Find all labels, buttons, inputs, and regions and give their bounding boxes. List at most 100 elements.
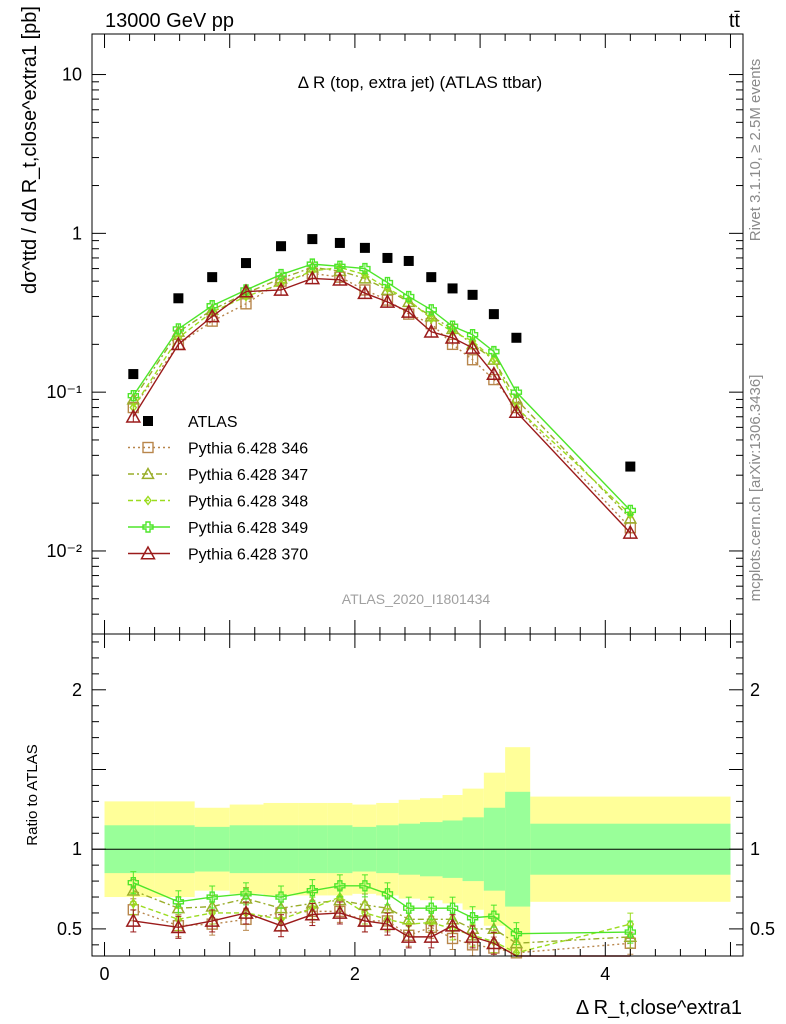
ratio-point	[240, 888, 252, 900]
ratio-point	[403, 902, 415, 914]
ratio-point	[336, 891, 344, 903]
series-point	[488, 345, 500, 358]
legend-marker	[140, 545, 156, 560]
ratio-point	[425, 902, 437, 914]
series-point	[332, 271, 348, 286]
atlas-point	[334, 237, 345, 248]
series-point	[486, 366, 502, 381]
ratio-tick-label: 0.5	[57, 919, 82, 939]
ratio-point	[381, 888, 394, 900]
rivet-label: Rivet 3.1.10, ≥ 2.5M events	[747, 59, 764, 242]
ratio-panel-frame	[91, 633, 744, 957]
ratio-point	[446, 902, 459, 914]
ratio-point	[359, 880, 371, 892]
y-tick-label: 10⁻²	[46, 541, 82, 561]
atlas-point	[173, 293, 184, 304]
legend-label: Pythia 6.428 349	[188, 520, 308, 537]
ratio-tick-label: 2	[72, 680, 82, 700]
ratio-point	[127, 876, 140, 889]
series-point	[381, 276, 394, 289]
legend-marker	[141, 466, 155, 480]
ratio-series-line	[133, 909, 631, 954]
series-point	[446, 320, 459, 332]
ratio-point	[464, 928, 481, 943]
ratio-point	[357, 912, 373, 927]
ratio-point	[273, 917, 289, 932]
header-left: 13000 GeV pp	[105, 10, 234, 32]
atlas-point	[276, 241, 287, 252]
series-point	[357, 285, 373, 300]
main-panel-frame	[91, 33, 744, 635]
atlas-point	[128, 369, 139, 380]
series-point	[624, 504, 637, 517]
legend-entry-5: Pythia 6.428 370	[128, 545, 308, 564]
atlas-point	[511, 332, 522, 343]
x-tick-label: 2	[350, 964, 360, 984]
legend: ATLAS Pythia 6.428 346 Pythia 6.428 347 Pyt…	[128, 414, 308, 564]
legend-entry-3: Pythia 6.428 348	[128, 494, 308, 511]
x-axis-label: Δ R_t,close^extra1	[576, 997, 742, 1019]
ratio-point	[304, 906, 321, 921]
series-point	[508, 403, 525, 418]
series-point	[127, 389, 140, 402]
ratio-point	[334, 880, 346, 892]
series-point	[306, 258, 319, 270]
ratio-tick-label-right: 0.5	[750, 919, 775, 939]
x-tick-label: 0	[100, 964, 110, 984]
ratio-point	[306, 884, 319, 897]
atlas-point	[447, 283, 458, 294]
series-line	[132, 277, 631, 534]
atlas-point	[382, 252, 393, 263]
series-point	[423, 323, 440, 338]
y-tick-label: 1	[72, 223, 82, 243]
header-right: tt̄	[729, 10, 741, 32]
legend-label: Pythia 6.428 347	[188, 467, 308, 484]
series-point	[358, 271, 372, 284]
x-tick-label: 4	[600, 964, 610, 984]
series-point	[623, 511, 638, 524]
legend-label: Pythia 6.428 370	[188, 547, 308, 564]
chart-title: Δ R (top, extra jet) (ATLAS ttbar)	[298, 73, 542, 92]
ratio-point	[275, 891, 287, 903]
series-line	[132, 263, 631, 511]
ratio-point	[170, 919, 187, 934]
ratio-point	[332, 904, 348, 919]
y-tick-label: 10	[62, 65, 82, 85]
ratio-point	[423, 928, 440, 943]
atlas-point	[307, 234, 318, 245]
ratio-point	[488, 910, 500, 922]
ratio-point	[238, 904, 254, 919]
ratio-axis-label: Ratio to ATLAS	[24, 744, 41, 845]
ratio-tick-label-right: 2	[750, 680, 760, 700]
ratio-panel	[91, 633, 744, 959]
ratio-series-line	[133, 912, 631, 957]
main-panel	[91, 33, 744, 635]
legend-entry-atlas: ATLAS	[143, 414, 238, 431]
atlas-point	[625, 461, 636, 472]
series-4	[127, 258, 637, 517]
atlas-data	[128, 234, 636, 472]
ratio-point	[204, 912, 220, 927]
ratio-series-line	[133, 896, 631, 954]
ratio-tick-label-right: 1	[750, 839, 760, 859]
series-point	[510, 386, 523, 398]
legend-marker	[142, 521, 154, 533]
ratio-series-line	[133, 889, 631, 944]
ratio-point	[400, 928, 417, 943]
legend-marker	[144, 495, 152, 506]
atlas-point	[488, 309, 499, 320]
ratio-point	[510, 927, 523, 940]
ratio-point	[486, 935, 502, 950]
series-point	[427, 313, 436, 324]
atlas-point	[403, 255, 414, 266]
legend-marker	[143, 416, 153, 426]
series-point	[379, 293, 396, 308]
series-point	[359, 262, 371, 275]
series-point	[206, 300, 218, 312]
ratio-point	[444, 917, 461, 932]
atlas-point	[240, 258, 251, 269]
legend-label: Pythia 6.428 346	[188, 441, 308, 458]
mcplots-label: mcplots.cern.ch [arXiv:1306.3436]	[747, 375, 764, 602]
series-point	[622, 524, 639, 539]
